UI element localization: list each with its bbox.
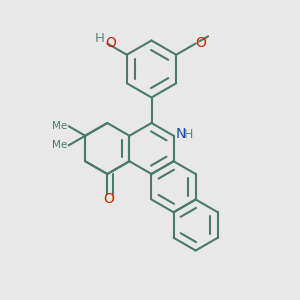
Text: Me: Me: [52, 121, 67, 131]
Text: H: H: [183, 128, 193, 141]
Text: Me: Me: [52, 140, 67, 150]
Text: O: O: [195, 36, 206, 50]
Text: O: O: [103, 192, 114, 206]
Text: O: O: [106, 36, 116, 50]
Text: N: N: [176, 127, 186, 141]
Text: H: H: [94, 32, 104, 45]
